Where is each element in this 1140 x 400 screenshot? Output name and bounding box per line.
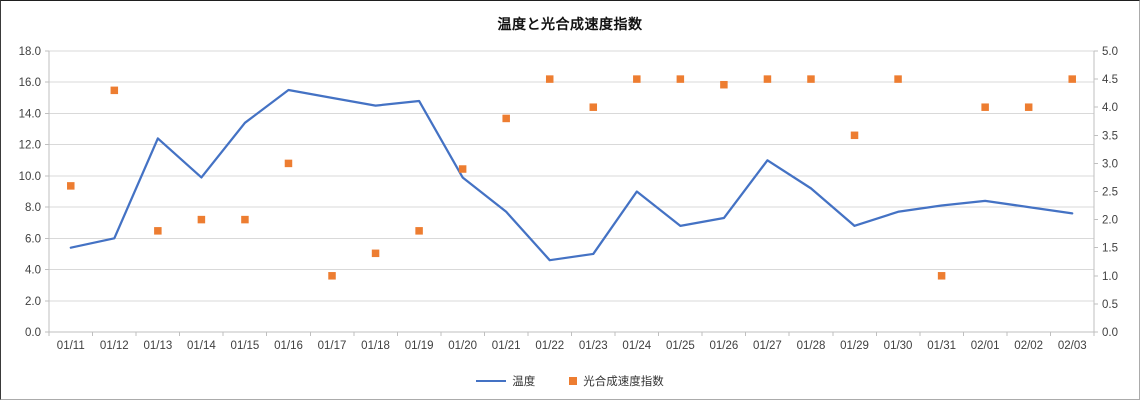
index-marker[interactable] — [110, 86, 119, 95]
left-axis-tick-label: 8.0 — [25, 202, 41, 214]
legend: 温度 光合成速度指数 — [1, 373, 1139, 389]
index-marker[interactable] — [1068, 75, 1076, 83]
x-axis-label: 02/02 — [1014, 340, 1043, 352]
index-marker[interactable] — [894, 75, 902, 83]
legend-label-photosynthesis-index: 光合成速度指数 — [583, 376, 664, 388]
axes-group: 0.0 2.0 4.0 6.0 8.0 10.0 12.0 14.0 16.0 18.0 0.0 0.… — [19, 46, 1118, 352]
right-axis-tick-label: 4.5 — [1102, 74, 1118, 86]
x-axis-label: 01/23 — [579, 340, 608, 352]
index-marker[interactable] — [589, 103, 598, 111]
x-axis-label: 01/26 — [710, 340, 739, 352]
x-axis-label: 01/21 — [492, 340, 521, 352]
index-marker[interactable] — [807, 75, 815, 83]
x-axis-label: 01/29 — [840, 340, 869, 352]
index-marker[interactable] — [981, 103, 989, 111]
x-axis-label: 01/14 — [187, 340, 216, 352]
x-axis-label: 01/13 — [143, 340, 172, 352]
x-axis-label: 01/31 — [927, 340, 956, 352]
right-axis-tick-label: 2.0 — [1102, 215, 1118, 227]
left-axis-tick-label: 2.0 — [25, 296, 41, 308]
right-axis-tick-label: 4.0 — [1102, 102, 1118, 114]
index-marker-series[interactable] — [67, 75, 1076, 280]
index-marker[interactable] — [371, 249, 380, 258]
index-marker[interactable] — [545, 75, 554, 83]
right-axis-tick-label: 1.5 — [1102, 243, 1118, 255]
x-axis-label: 01/12 — [100, 340, 129, 352]
left-axis-tick-label: 4.0 — [25, 265, 41, 277]
temperature-line-series[interactable] — [69, 88, 1074, 262]
left-axis-tick-label: 10.0 — [19, 171, 41, 183]
legend-item-photosynthesis-index[interactable]: 光合成速度指数 — [569, 373, 664, 389]
square-marker-icon — [569, 377, 578, 385]
left-axis-tick-label: 18.0 — [19, 46, 41, 58]
index-marker[interactable] — [284, 159, 293, 168]
x-axis-label: 02/03 — [1058, 340, 1087, 352]
chart-title[interactable]: 温度と光合成速度指数 — [497, 16, 643, 32]
right-axis-tick-label: 2.5 — [1102, 187, 1118, 199]
right-axis-tick-label: 0.0 — [1102, 327, 1118, 339]
index-marker[interactable] — [415, 227, 423, 235]
index-marker[interactable] — [328, 272, 336, 280]
index-marker[interactable] — [502, 114, 510, 123]
x-axis-label: 01/22 — [535, 340, 564, 352]
index-marker[interactable] — [633, 75, 641, 83]
index-marker[interactable] — [850, 131, 859, 140]
x-axis-label: 01/30 — [884, 340, 913, 352]
right-axis-tick-label: 0.5 — [1102, 299, 1118, 311]
right-axis-tick-label: 3.0 — [1102, 158, 1118, 170]
index-marker[interactable] — [458, 165, 467, 173]
x-axis-label: 01/27 — [753, 340, 782, 352]
right-axis-tick-label: 3.5 — [1102, 130, 1118, 142]
index-marker[interactable] — [676, 75, 685, 83]
line-sample-icon — [476, 380, 507, 382]
x-axis-label: 02/01 — [971, 340, 1000, 352]
x-axis-label: 01/17 — [318, 340, 347, 352]
right-axis-tick-label: 1.0 — [1102, 271, 1118, 283]
index-marker[interactable] — [763, 75, 772, 83]
index-marker[interactable] — [937, 272, 946, 280]
left-axis-tick-label: 12.0 — [19, 140, 41, 152]
x-axis-label: 01/24 — [622, 340, 651, 352]
index-marker[interactable] — [241, 215, 249, 224]
index-marker[interactable] — [720, 80, 728, 89]
index-marker[interactable] — [67, 182, 75, 190]
x-axis-label: 01/19 — [405, 340, 434, 352]
x-axis-label: 01/18 — [361, 340, 390, 352]
x-axis-label: 01/25 — [666, 340, 695, 352]
index-marker[interactable] — [154, 227, 162, 235]
x-axis-label: 01/11 — [57, 340, 85, 352]
right-axis-tick-label: 5.0 — [1102, 46, 1118, 58]
index-marker[interactable] — [1024, 103, 1033, 111]
left-axis-tick-label: 14.0 — [19, 108, 41, 120]
left-axis-tick-label: 16.0 — [19, 77, 41, 89]
index-marker[interactable] — [197, 215, 206, 224]
legend-label-temperature: 温度 — [512, 376, 536, 388]
x-axis-label: 01/15 — [231, 340, 260, 352]
left-axis-tick-label: 0.0 — [25, 327, 41, 339]
x-axis-label: 01/28 — [797, 340, 826, 352]
left-axis-tick-label: 6.0 — [25, 233, 41, 245]
x-axis-label: 01/16 — [274, 340, 303, 352]
x-axis-label: 01/20 — [448, 340, 477, 352]
gridlines-group — [49, 50, 1094, 333]
legend-item-temperature[interactable]: 温度 — [476, 373, 535, 389]
